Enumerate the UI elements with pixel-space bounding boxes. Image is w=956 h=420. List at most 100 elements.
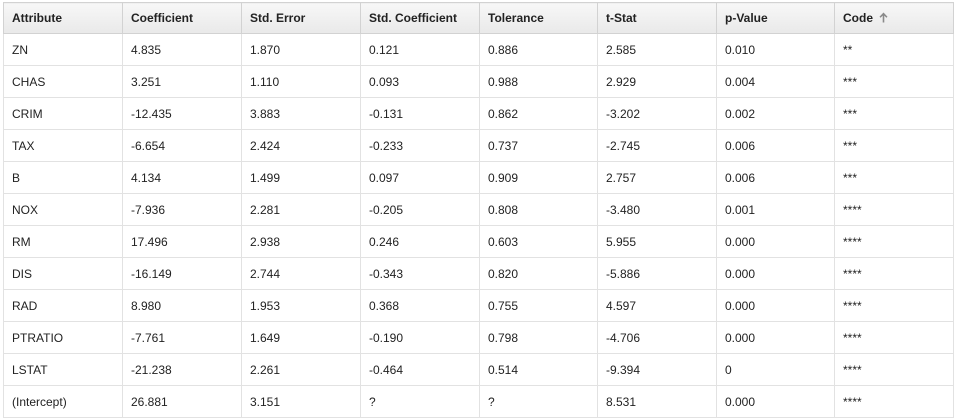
cell-code: **** (834, 385, 954, 418)
cell-std-coefficient: 0.097 (360, 161, 480, 194)
cell-t-stat: -3.202 (597, 97, 717, 130)
column-header-std-coefficient[interactable]: Std. Coefficient (360, 2, 480, 34)
cell-t-stat: -3.480 (597, 193, 717, 226)
cell-std-error: 1.870 (241, 33, 361, 66)
column-header-coefficient[interactable]: Coefficient (122, 2, 242, 34)
cell-tolerance: 0.798 (479, 321, 598, 354)
column-header-t-stat[interactable]: t-Stat (597, 2, 717, 34)
cell-code: *** (834, 129, 954, 162)
cell-std-coefficient: 0.093 (360, 65, 480, 98)
cell-p-value: 0.004 (716, 65, 835, 98)
cell-attribute: (Intercept) (3, 385, 123, 418)
cell-t-stat: -4.706 (597, 321, 717, 354)
column-header-label: t-Stat (606, 11, 637, 25)
cell-t-stat: 2.929 (597, 65, 717, 98)
cell-std-coefficient: 0.246 (360, 225, 480, 258)
cell-attribute: RM (3, 225, 123, 258)
cell-attribute: DIS (3, 257, 123, 290)
cell-std-coefficient: -0.233 (360, 129, 480, 162)
cell-tolerance: 0.514 (479, 353, 598, 386)
cell-p-value: 0.010 (716, 33, 835, 66)
table-row: TAX -6.654 2.424 -0.233 0.737 -2.745 0.006 *** (3, 129, 954, 162)
cell-std-coefficient: -0.131 (360, 97, 480, 130)
cell-attribute: B (3, 161, 123, 194)
cell-coefficient: 4.835 (122, 33, 242, 66)
cell-tolerance: 0.737 (479, 129, 598, 162)
table-row: CRIM -12.435 3.883 -0.131 0.862 -3.202 0.002 **… (3, 97, 954, 130)
cell-attribute: LSTAT (3, 353, 123, 386)
cell-std-error: 3.883 (241, 97, 361, 130)
cell-coefficient: 3.251 (122, 65, 242, 98)
cell-std-error: 1.649 (241, 321, 361, 354)
cell-std-coefficient: ? (360, 385, 480, 418)
cell-tolerance: 0.603 (479, 225, 598, 258)
cell-t-stat: 2.757 (597, 161, 717, 194)
cell-coefficient: -7.761 (122, 321, 242, 354)
cell-std-error: 2.938 (241, 225, 361, 258)
cell-p-value: 0 (716, 353, 835, 386)
cell-code: **** (834, 289, 954, 322)
table-row: (Intercept) 26.881 3.151?? 8.531 0.000 **** (3, 385, 954, 418)
cell-coefficient: 8.980 (122, 289, 242, 322)
cell-std-error: 1.953 (241, 289, 361, 322)
cell-coefficient: -12.435 (122, 97, 242, 130)
column-header-code[interactable]: Code (834, 2, 954, 34)
column-header-label: p-Value (725, 11, 768, 25)
cell-coefficient: 4.134 (122, 161, 242, 194)
column-header-p-value[interactable]: p-Value (716, 2, 835, 34)
table-row: DIS -16.149 2.744 -0.343 0.820 -5.886 0.000 ***… (3, 257, 954, 290)
table-row: PTRATIO -7.761 1.649 -0.190 0.798 -4.706 0.000… (3, 321, 954, 354)
cell-tolerance: 0.909 (479, 161, 598, 194)
table-row: NOX -7.936 2.281 -0.205 0.808 -3.480 0.001 **** (3, 193, 954, 226)
cell-t-stat: 8.531 (597, 385, 717, 418)
cell-std-error: 3.151 (241, 385, 361, 418)
column-header-std-error[interactable]: Std. Error (241, 2, 361, 34)
cell-std-coefficient: 0.121 (360, 33, 480, 66)
cell-t-stat: 4.597 (597, 289, 717, 322)
cell-p-value: 0.000 (716, 321, 835, 354)
cell-t-stat: 5.955 (597, 225, 717, 258)
cell-std-error: 1.499 (241, 161, 361, 194)
cell-attribute: PTRATIO (3, 321, 123, 354)
cell-coefficient: -21.238 (122, 353, 242, 386)
cell-std-coefficient: -0.343 (360, 257, 480, 290)
cell-tolerance: 0.862 (479, 97, 598, 130)
column-header-attribute[interactable]: Attribute (3, 2, 123, 34)
cell-t-stat: -5.886 (597, 257, 717, 290)
cell-tolerance: 0.988 (479, 65, 598, 98)
cell-std-coefficient: 0.368 (360, 289, 480, 322)
regression-coefficients-table: Attribute Coefficient Std. Error Std. Co… (3, 2, 954, 418)
cell-t-stat: -2.745 (597, 129, 717, 162)
cell-t-stat: 2.585 (597, 33, 717, 66)
table-row: RM 17.496 2.938 0.246 0.603 5.955 0.000 **** (3, 225, 954, 258)
cell-tolerance: 0.808 (479, 193, 598, 226)
cell-code: ** (834, 33, 954, 66)
cell-p-value: 0.000 (716, 385, 835, 418)
cell-std-coefficient: -0.190 (360, 321, 480, 354)
cell-p-value: 0.001 (716, 193, 835, 226)
cell-code: *** (834, 65, 954, 98)
cell-tolerance: 0.886 (479, 33, 598, 66)
table-header-row: Attribute Coefficient Std. Error Std. Co… (3, 2, 954, 34)
cell-coefficient: -6.654 (122, 129, 242, 162)
cell-code: **** (834, 225, 954, 258)
cell-code: *** (834, 97, 954, 130)
cell-p-value: 0.000 (716, 257, 835, 290)
column-header-tolerance[interactable]: Tolerance (479, 2, 598, 34)
cell-std-error: 2.261 (241, 353, 361, 386)
table-row: CHAS 3.251 1.110 0.093 0.988 2.929 0.004 *** (3, 65, 954, 98)
table-row: LSTAT -21.238 2.261 -0.464 0.514 -9.394 0 **** (3, 353, 954, 386)
column-header-label: Std. Error (250, 11, 306, 25)
cell-tolerance: ? (479, 385, 598, 418)
column-header-label: Coefficient (131, 11, 194, 25)
table-row: B 4.134 1.499 0.097 0.909 2.757 0.006 *** (3, 161, 954, 194)
cell-attribute: TAX (3, 129, 123, 162)
cell-std-error: 2.744 (241, 257, 361, 290)
cell-std-coefficient: -0.464 (360, 353, 480, 386)
cell-coefficient: 17.496 (122, 225, 242, 258)
table-row: RAD 8.980 1.953 0.368 0.755 4.597 0.000 **** (3, 289, 954, 322)
column-header-label: Code (843, 11, 873, 25)
cell-p-value: 0.000 (716, 225, 835, 258)
cell-code: **** (834, 321, 954, 354)
cell-p-value: 0.006 (716, 161, 835, 194)
